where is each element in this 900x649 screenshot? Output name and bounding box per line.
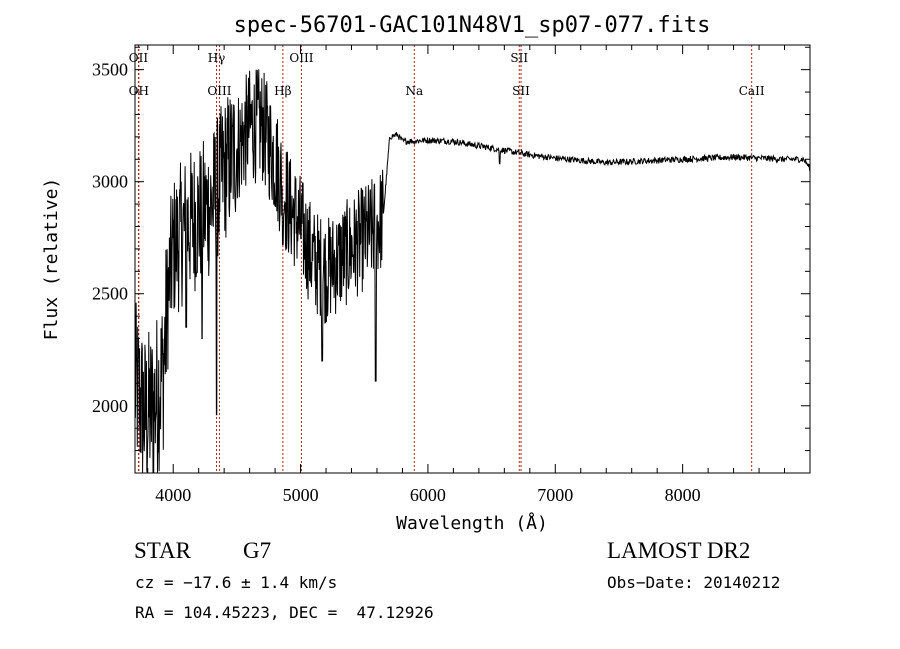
chart-title: spec-56701-GAC101N48V1_sp07-077.fits <box>234 13 711 38</box>
object-class: STAR <box>134 538 191 563</box>
spectral-line-labels: OII OH Hγ OIII Hβ OIII Na SII SII CaII <box>129 51 765 98</box>
x-tick-label: 8000 <box>665 485 701 505</box>
spectral-line-label: OIII <box>289 51 313 65</box>
y-tick-label: 2000 <box>92 396 128 416</box>
y-tick-label: 2500 <box>92 284 128 304</box>
coordinates: RA = 104.45223, DEC = 47.12926 <box>135 603 434 622</box>
y-tick-label: 3500 <box>92 60 128 80</box>
y-axis-ticks: 2000 2500 3000 3500 <box>92 46 810 452</box>
spectral-line-label: OIII <box>207 84 231 98</box>
object-subclass: G7 <box>243 538 272 563</box>
x-tick-label: 5000 <box>283 485 319 505</box>
x-tick-label: 4000 <box>155 485 191 505</box>
y-axis-label: Flux (relative) <box>41 178 62 341</box>
x-axis-label: Wavelength (Å) <box>396 512 548 534</box>
spectral-line-label: SII <box>510 51 528 65</box>
spectral-line-label: Hγ <box>208 51 226 65</box>
spectral-line-label: CaII <box>739 84 765 98</box>
redshift-velocity: cz = −17.6 ± 1.4 km/s <box>135 573 338 592</box>
spectral-line-label: Hβ <box>274 84 291 98</box>
spectral-line-label: OII <box>129 51 149 65</box>
plot-frame <box>134 44 811 474</box>
spectral-line-label: Na <box>405 84 423 98</box>
observation-date: Obs−Date: 20140212 <box>607 573 781 592</box>
survey-name: LAMOST DR2 <box>607 538 751 563</box>
x-tick-label: 6000 <box>410 485 446 505</box>
x-tick-label: 7000 <box>537 485 573 505</box>
spectral-line-label: SII <box>512 84 530 98</box>
spectrum-line <box>134 69 811 474</box>
x-axis-ticks: 4000 5000 6000 7000 8000 <box>147 45 786 505</box>
spectral-line-label: OH <box>129 84 149 98</box>
y-tick-label: 3000 <box>92 172 128 192</box>
